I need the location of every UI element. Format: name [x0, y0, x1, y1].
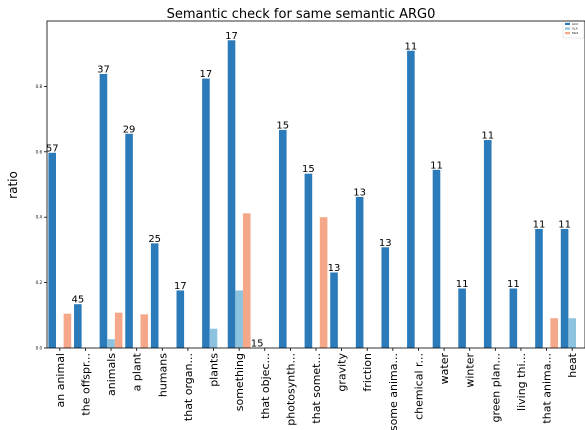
- bar-acx: [458, 288, 466, 348]
- x-tick-label: gravity: [336, 353, 349, 392]
- bar-acx: [535, 228, 543, 348]
- count-label: 11: [507, 279, 520, 290]
- bar-acx: [150, 243, 159, 348]
- bar-mlx: [242, 213, 251, 348]
- count-label: 11: [533, 219, 546, 230]
- x-tick-label: that anima...: [541, 353, 554, 424]
- bar-mlx: [63, 313, 72, 348]
- count-label: 13: [328, 263, 341, 274]
- x-tick-label: something: [233, 353, 246, 411]
- bar-mlx: [114, 312, 123, 348]
- x-tick-label: the offspr...: [79, 353, 92, 416]
- count-label: 29: [123, 124, 136, 135]
- bar-mlx: [319, 217, 328, 348]
- x-tick-label: a plant: [131, 352, 144, 391]
- count-label: 13: [353, 187, 366, 198]
- legend-swatch: [565, 27, 570, 30]
- bar-acx: [176, 290, 185, 348]
- x-tick-label: humans: [156, 353, 169, 397]
- legend-swatch: [565, 32, 570, 35]
- bar-slx: [107, 339, 115, 348]
- bar-mlx: [550, 318, 558, 348]
- data-labels: 57 45 37 29 25 17 17 17 15 15 15 13 13 13 11 11 11 11 11 11…: [46, 31, 571, 350]
- bar-acx: [432, 169, 441, 348]
- legend-entry: MLX: [572, 31, 578, 35]
- x-axis-ticks: an animal the offspr... animals a plant huma…: [54, 348, 579, 430]
- y-tick-label: 0.0: [36, 346, 43, 351]
- bar-acx: [304, 173, 313, 348]
- x-tick-label: that organ...: [182, 353, 195, 421]
- bar-acx: [483, 140, 492, 348]
- count-label: 17: [225, 31, 238, 42]
- count-label: 11: [481, 131, 494, 142]
- count-label: 15: [251, 339, 264, 350]
- x-tick-label: water: [438, 353, 451, 385]
- count-label: 25: [148, 234, 161, 245]
- x-tick-label: that objec...: [259, 353, 272, 419]
- bar-acx: [355, 196, 364, 348]
- bar-acx: [509, 288, 518, 348]
- bar-acx: [278, 129, 287, 348]
- bar-acx: [202, 78, 210, 348]
- bar-slx: [209, 328, 218, 348]
- x-tick-label: that somet...: [310, 353, 323, 424]
- bar-slx: [568, 318, 576, 348]
- x-tick-label: living thi...: [515, 353, 528, 411]
- x-tick-label: plants: [208, 353, 221, 387]
- x-tick-label: an animal: [54, 353, 67, 408]
- y-tick-label: 0.4: [36, 215, 43, 220]
- count-label: 17: [174, 281, 187, 292]
- bar-acx: [330, 272, 338, 348]
- count-label: 45: [71, 295, 84, 306]
- x-tick-label: friction: [361, 353, 374, 392]
- y-tick-label: 0.8: [36, 84, 43, 89]
- x-tick-label: heat: [566, 352, 579, 377]
- x-tick-label: animals: [105, 353, 118, 396]
- x-tick-label: winter: [464, 353, 477, 388]
- count-label: 11: [558, 219, 571, 230]
- x-tick-label: photosynth...: [284, 353, 297, 426]
- count-label: 11: [405, 41, 418, 52]
- y-axis-ticks: 0.0 0.2 0.4 0.6 0.8: [36, 84, 47, 351]
- bar-mlx: [140, 314, 149, 348]
- y-tick-label: 0.6: [36, 149, 43, 154]
- plot-frame: [46, 20, 585, 349]
- bar-acx: [99, 73, 108, 348]
- legend-swatch: [565, 22, 570, 25]
- bar-slx: [235, 290, 243, 348]
- bar-acx: [227, 40, 236, 348]
- count-label: 15: [302, 164, 315, 175]
- y-axis-label: ratio: [6, 171, 20, 199]
- count-label: 57: [46, 143, 59, 154]
- legend-entry: ACX: [572, 22, 578, 26]
- count-label: 13: [379, 238, 392, 249]
- bar-acx: [381, 247, 390, 348]
- x-tick-label: some anima...: [387, 353, 400, 430]
- count-label: 11: [456, 279, 469, 290]
- x-tick-label: green plan...: [489, 353, 502, 423]
- bar-acx: [125, 133, 133, 348]
- bar-acx: [560, 228, 569, 348]
- bars: [48, 40, 576, 349]
- y-tick-label: 0.2: [36, 280, 43, 285]
- count-label: 11: [430, 160, 443, 171]
- bar-acx: [48, 152, 57, 348]
- bar-acx: [407, 50, 415, 349]
- bar-acx: [74, 304, 82, 348]
- x-tick-label: chemical r...: [412, 353, 425, 420]
- chart-title: Semantic check for same semantic ARG0: [167, 7, 436, 22]
- count-label: 15: [276, 120, 289, 131]
- count-label: 37: [97, 64, 110, 75]
- legend-entry: SLX: [572, 27, 578, 31]
- count-label: 17: [200, 69, 213, 80]
